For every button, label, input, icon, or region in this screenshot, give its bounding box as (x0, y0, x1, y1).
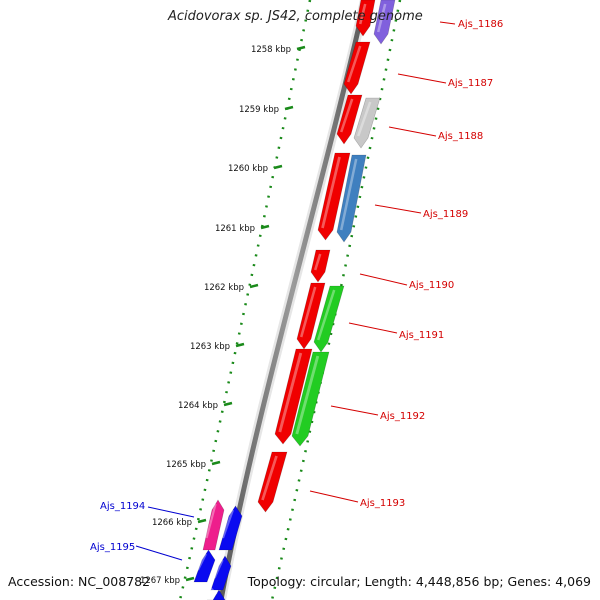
gene-arrow-ajs-1187-shine (347, 45, 362, 83)
ruler-tick (284, 105, 294, 111)
ruler-tick-label: 1266 kbp (152, 518, 192, 528)
ruler-tick (273, 164, 283, 170)
gene-arrow-blue-3 (207, 589, 226, 600)
gene-label-ajs-1191: Ajs_1191 (399, 330, 444, 341)
gene-label-ajs-1186: Ajs_1186 (458, 19, 503, 30)
ruler-tick-label: 1267 kbp (140, 576, 180, 586)
label-layer: Ajs_1186 Ajs_1187 Ajs_1188 Ajs_1189 Ajs_1190… (90, 19, 503, 561)
leader-line (330, 405, 379, 416)
ruler-tick (223, 401, 233, 407)
ruler-tick (197, 518, 207, 524)
gene-label-ajs-1190: Ajs_1190 (409, 280, 454, 291)
genome-summary-label: Topology: circular; Length: 4,448,856 bp… (247, 574, 591, 589)
leader-line (135, 545, 183, 561)
ruler-tick (260, 224, 270, 230)
ruler-tick-label: 1259 kbp (239, 105, 279, 115)
gene-arrow-ajs-1189 (317, 152, 351, 241)
gene-arrow-ajs-1194-shine (205, 503, 217, 539)
ruler-tick (296, 45, 306, 51)
leader-line (359, 273, 408, 286)
leader-line (147, 506, 195, 518)
ruler-tick-label: 1264 kbp (178, 401, 218, 411)
gene-arrow-ajs-1189-shine (321, 156, 341, 229)
gene-arrow-ajs-1193 (257, 451, 288, 513)
ruler-tick-label: 1263 kbp (190, 342, 230, 352)
ruler-tick (185, 576, 195, 582)
gene-arrow-violet (373, 0, 396, 45)
ruler-tick-label: 1265 kbp (166, 460, 206, 470)
ruler-tick-label: 1258 kbp (251, 45, 291, 55)
ruler-tick-label: 1261 kbp (215, 224, 255, 234)
gene-arrow-steelblue (336, 154, 367, 243)
gene-arrow-blue-2-shine (213, 559, 224, 579)
ruler-tick-label: 1260 kbp (228, 164, 268, 174)
leader-line (309, 490, 359, 503)
gene-arrow-ajs-1194 (202, 499, 225, 551)
gene-layer (193, 0, 396, 600)
map-title: Acidovorax sp. JS42, complete genome (168, 9, 423, 24)
gene-label-ajs-1194: Ajs_1194 (100, 501, 145, 512)
ruler-tick-label: 1262 kbp (204, 283, 244, 293)
leader-line (388, 126, 437, 137)
gene-arrow-green-2 (291, 351, 330, 447)
gene-label-ajs-1192: Ajs_1192 (380, 411, 425, 422)
gene-arrow-violet-shine (376, 3, 387, 33)
gene-arrow-blue-3-shine (209, 587, 218, 595)
gene-label-ajs-1188: Ajs_1188 (438, 131, 483, 142)
gene-arrow-ajs-1191-shine (299, 286, 317, 338)
gene-arrow-ajs-1195 (193, 549, 216, 583)
leader-line (397, 73, 447, 84)
gene-arrow-ajs-1191 (296, 282, 326, 350)
gene-arrow-ajs-1186 (355, 0, 376, 37)
leader-line (439, 21, 456, 25)
gene-label-ajs-1187: Ajs_1187 (448, 78, 493, 89)
gene-arrow-ajs-1192 (274, 348, 313, 445)
gene-arrow-gray (353, 97, 381, 149)
accession-label: Accession: NC_008782 (8, 574, 151, 589)
ruler-tick (235, 342, 245, 348)
gene-label-ajs-1189: Ajs_1189 (423, 209, 468, 220)
ruler-tick (249, 283, 259, 289)
gene-arrow-blue-2 (210, 555, 232, 591)
gene-arrow-blue-1 (218, 505, 243, 551)
gene-arrow-ajs-1195-shine (196, 553, 207, 571)
leader-line (374, 204, 422, 214)
gene-arrow-gray-shine (357, 101, 372, 137)
gene-arrow-ajs-1188-shine (340, 98, 354, 133)
gene-label-ajs-1195: Ajs_1195 (90, 542, 135, 553)
gene-label-ajs-1193: Ajs_1193 (360, 498, 405, 509)
gene-arrow-ajs-1190 (310, 249, 331, 283)
gene-arrow-blue-1-shine (221, 509, 235, 539)
gene-arrow-green-1 (313, 285, 345, 353)
leader-line (348, 322, 398, 334)
gene-arrow-ajs-1186-shine (358, 3, 367, 25)
gene-arrow-green-1-shine (316, 289, 336, 341)
ruler-layer: 1258 kbp 1259 kbp 1260 kbp 1261 kbp 1262 kbp… (140, 0, 402, 600)
gene-arrow-ajs-1188 (336, 94, 363, 145)
gene-arrow-steelblue-shine (339, 158, 358, 231)
gene-arrow-green-2-shine (295, 355, 320, 435)
gene-arrow-ajs-1190-shine (313, 253, 322, 271)
ruler-tick (211, 460, 221, 466)
gene-arrow-ajs-1187 (343, 41, 371, 95)
gene-arrow-ajs-1193-shine (261, 455, 278, 501)
gene-arrow-ajs-1192-shine (278, 352, 303, 433)
